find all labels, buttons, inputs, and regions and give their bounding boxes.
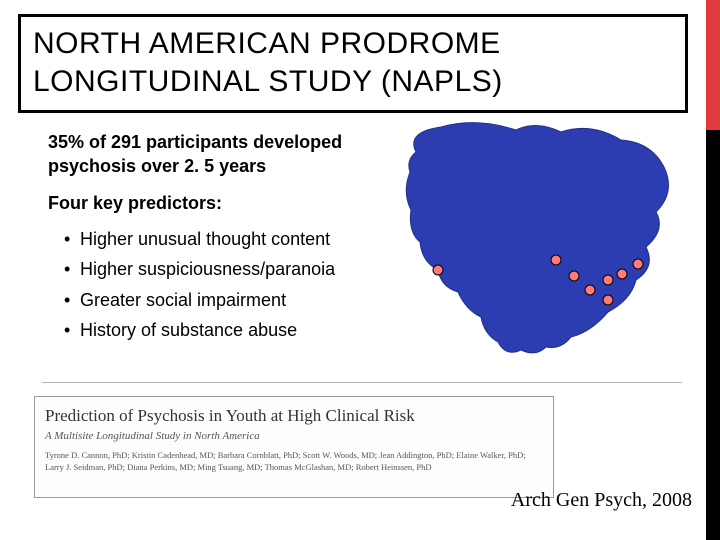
- divider-line: [42, 382, 682, 383]
- map-marker: [551, 255, 561, 265]
- predictors-list: Higher unusual thought content Higher su…: [48, 224, 408, 346]
- content-block: 35% of 291 participants developed psycho…: [48, 130, 408, 346]
- map-marker: [433, 265, 443, 275]
- slide-title: NORTH AMERICAN PRODROME LONGITUDINAL STU…: [33, 25, 673, 100]
- title-line-1: NORTH AMERICAN PRODROME: [33, 27, 501, 60]
- paper-title: Prediction of Psychosis in Youth at High…: [45, 405, 543, 426]
- list-item: History of substance abuse: [64, 315, 408, 346]
- accent-stripe-red: [706, 0, 720, 130]
- journal-citation: Arch Gen Psych, 2008: [511, 489, 692, 512]
- map-marker: [633, 259, 643, 269]
- accent-stripe-black: [706, 130, 720, 540]
- map-marker: [617, 269, 627, 279]
- paper-citation-box: Prediction of Psychosis in Youth at High…: [34, 396, 554, 498]
- map-landmass: [406, 123, 668, 353]
- map-marker: [585, 285, 595, 295]
- paper-authors: Tyrone D. Cannon, PhD; Kristin Cadenhead…: [45, 450, 543, 473]
- title-line-2: LONGITUDINAL STUDY (NAPLS): [33, 65, 503, 98]
- north-america-map: [386, 112, 686, 360]
- predictors-heading: Four key predictors:: [48, 193, 408, 214]
- paper-subtitle: A Multisite Longitudinal Study in North …: [45, 430, 543, 442]
- map-marker: [603, 295, 613, 305]
- map-marker: [603, 275, 613, 285]
- list-item: Higher suspiciousness/paranoia: [64, 254, 408, 285]
- map-marker: [569, 271, 579, 281]
- list-item: Higher unusual thought content: [64, 224, 408, 255]
- list-item: Greater social impairment: [64, 285, 408, 316]
- stat-text: 35% of 291 participants developed psycho…: [48, 130, 408, 179]
- title-box: NORTH AMERICAN PRODROME LONGITUDINAL STU…: [18, 14, 688, 113]
